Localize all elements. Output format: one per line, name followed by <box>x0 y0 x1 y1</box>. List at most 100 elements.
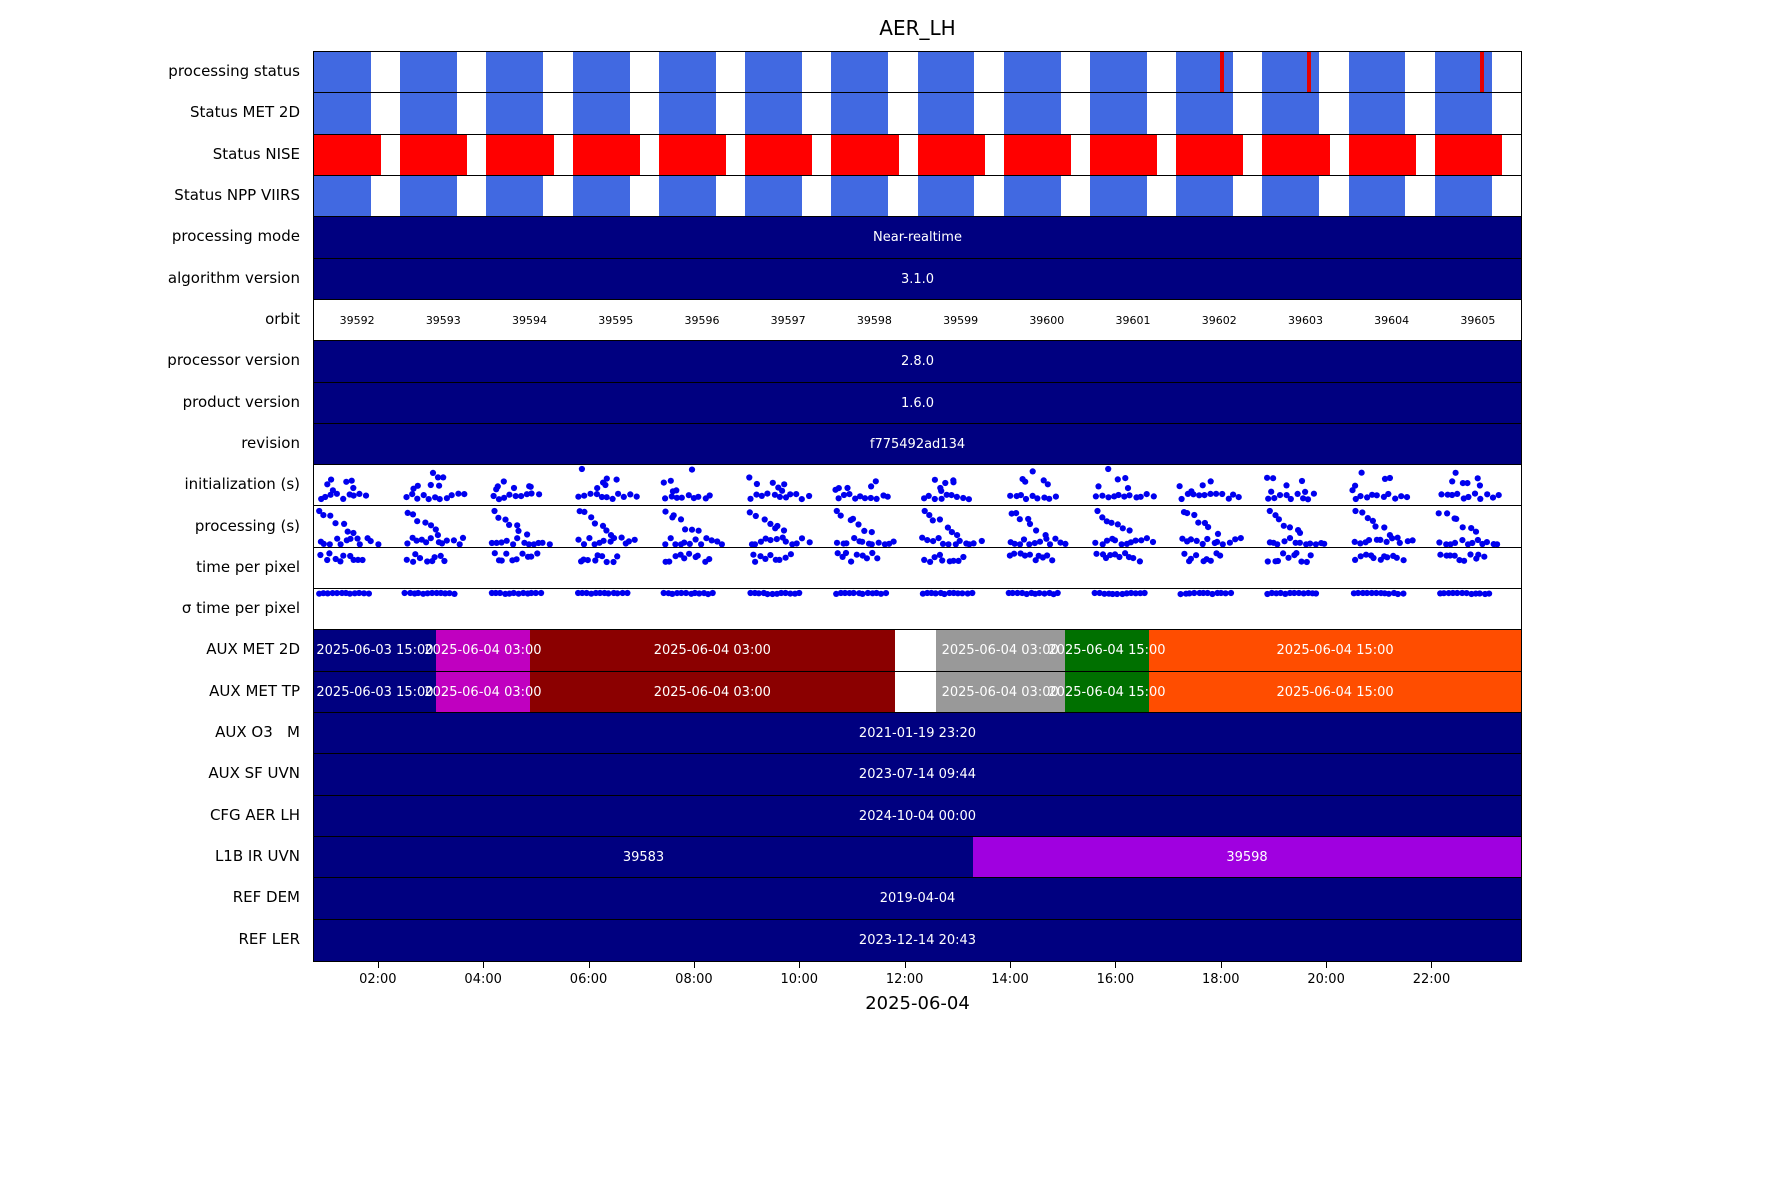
x-tick <box>1220 962 1222 968</box>
row-cfg-aer-lh: 2024-10-04 00:00 <box>314 795 1521 838</box>
row-status-npp-viirs <box>314 175 1521 218</box>
status-block <box>1089 52 1147 93</box>
row-aux-sf-uvn: 2023-07-14 09:44 <box>314 754 1521 796</box>
status-block <box>486 93 544 134</box>
row-label-status-met-2d: Status MET 2D <box>189 103 300 122</box>
scatter-dots-time-per-pixel <box>316 590 1493 598</box>
row-revision: f775492ad134 <box>314 423 1521 466</box>
segment <box>973 837 1521 878</box>
segment-label: 2021-01-19 23:20 <box>858 726 977 742</box>
status-block <box>314 134 382 175</box>
status-block <box>917 52 975 93</box>
row-ref-dem: 2019-04-04 <box>314 878 1521 920</box>
row-status-nise <box>314 134 1521 176</box>
orbit-number: 39605 <box>1460 313 1496 327</box>
segment-label: 2023-12-14 20:43 <box>858 932 977 948</box>
status-block <box>1176 175 1234 217</box>
segment-label: 39598 <box>1226 850 1268 866</box>
x-axis-label: 2025-06-04 <box>865 993 970 1014</box>
segment <box>935 630 1065 671</box>
orbit-number: 39603 <box>1287 313 1323 327</box>
row-label-algorithm-version: algorithm version <box>167 268 300 287</box>
status-block <box>831 134 899 175</box>
x-tick-label: 18:00 <box>1202 972 1240 987</box>
orbit-number: 39600 <box>1029 313 1065 327</box>
row-time-per-pixel <box>314 547 1521 590</box>
status-block <box>1003 93 1061 134</box>
segment <box>314 713 1521 754</box>
segment-label: 2025-06-04 15:00 <box>1048 643 1166 659</box>
segment <box>314 878 1521 919</box>
status-block <box>745 175 802 217</box>
x-tick <box>377 962 379 968</box>
status-block <box>658 52 716 93</box>
segment <box>530 630 895 671</box>
segment-label: 2025-06-04 15:00 <box>1276 684 1394 700</box>
segment-label: Near-realtime <box>873 230 962 246</box>
segment <box>314 258 1521 299</box>
scatter-dots-initialization-s <box>318 466 1502 503</box>
orbit-number: 39592 <box>339 313 375 327</box>
segment <box>1149 671 1521 713</box>
row-label-processing-mode: processing mode <box>171 227 300 246</box>
x-tick-label: 06:00 <box>569 972 608 987</box>
row-label-processor-version: processor version <box>167 351 300 370</box>
segment <box>314 837 974 878</box>
row-label-orbit: orbit <box>265 309 300 328</box>
row-label-ref-ler: REF LER <box>238 929 300 948</box>
orbit-number: 39604 <box>1374 313 1410 327</box>
status-block <box>314 175 371 217</box>
status-block <box>486 175 544 217</box>
segment <box>1149 630 1521 671</box>
error-mark <box>1306 52 1311 93</box>
status-block <box>486 52 544 93</box>
status-block <box>1176 93 1234 134</box>
plot-area: Near-realtime 3.1.0 39592 39593 39594 39595 39… <box>313 51 1522 962</box>
segment <box>1064 671 1150 713</box>
status-block <box>1434 93 1492 134</box>
scatter-dots-processing-s <box>316 507 1501 547</box>
segment-label: 2024-10-04 00:00 <box>858 808 977 824</box>
x-tick-label: 08:00 <box>675 972 713 987</box>
status-block <box>400 52 458 93</box>
orbit-number: 39593 <box>425 313 461 327</box>
segment-label: 2019-04-04 <box>879 891 956 907</box>
orbit-number: 39594 <box>512 313 548 327</box>
x-tick <box>904 962 906 968</box>
row-label-status-nise: Status NISE <box>212 144 300 163</box>
row-labels-column: processing status Status MET 2D Status NIS… <box>0 51 306 962</box>
status-block <box>572 93 630 134</box>
x-tick-label: 04:00 <box>464 972 502 987</box>
status-block <box>314 52 371 93</box>
status-block <box>1089 134 1158 175</box>
row-label-revision: revision <box>241 433 300 452</box>
segment-label: 2025-06-04 03:00 <box>653 643 771 659</box>
chart-title: AER_LH <box>879 16 956 40</box>
segment <box>314 382 1521 423</box>
segment <box>314 919 1521 961</box>
segment-label: 2025-06-03 15:00 <box>316 684 434 700</box>
x-tick <box>588 962 590 968</box>
status-block <box>1089 175 1147 217</box>
orbit-number: 39595 <box>598 313 634 327</box>
row-label-initialization-s: initialization (s) <box>184 475 300 494</box>
status-block <box>1003 52 1061 93</box>
status-block <box>1262 52 1320 93</box>
scatter-dots-time-per-pixel <box>317 549 1488 565</box>
x-tick <box>1115 962 1117 968</box>
segment <box>314 341 1521 382</box>
segment <box>435 630 531 671</box>
row-orbit: 39592 39593 39594 39595 39596 39597 39598 39599… <box>314 299 1521 342</box>
status-block <box>745 93 802 134</box>
status-block <box>1176 52 1234 93</box>
orbit-number: 39599 <box>943 313 979 327</box>
status-block <box>745 134 813 175</box>
row-processing-s <box>314 506 1521 548</box>
segment-label: 2025-06-04 15:00 <box>1276 643 1394 659</box>
segment-label: 2.8.0 <box>900 354 935 370</box>
row-aux-met-2d: 2025-06-03 15:00 2025-06-04 03:00 2025-06-… <box>314 630 1521 672</box>
x-tick-label: 10:00 <box>780 972 818 987</box>
row-initialization-s <box>314 465 1521 507</box>
status-block <box>1262 93 1320 134</box>
